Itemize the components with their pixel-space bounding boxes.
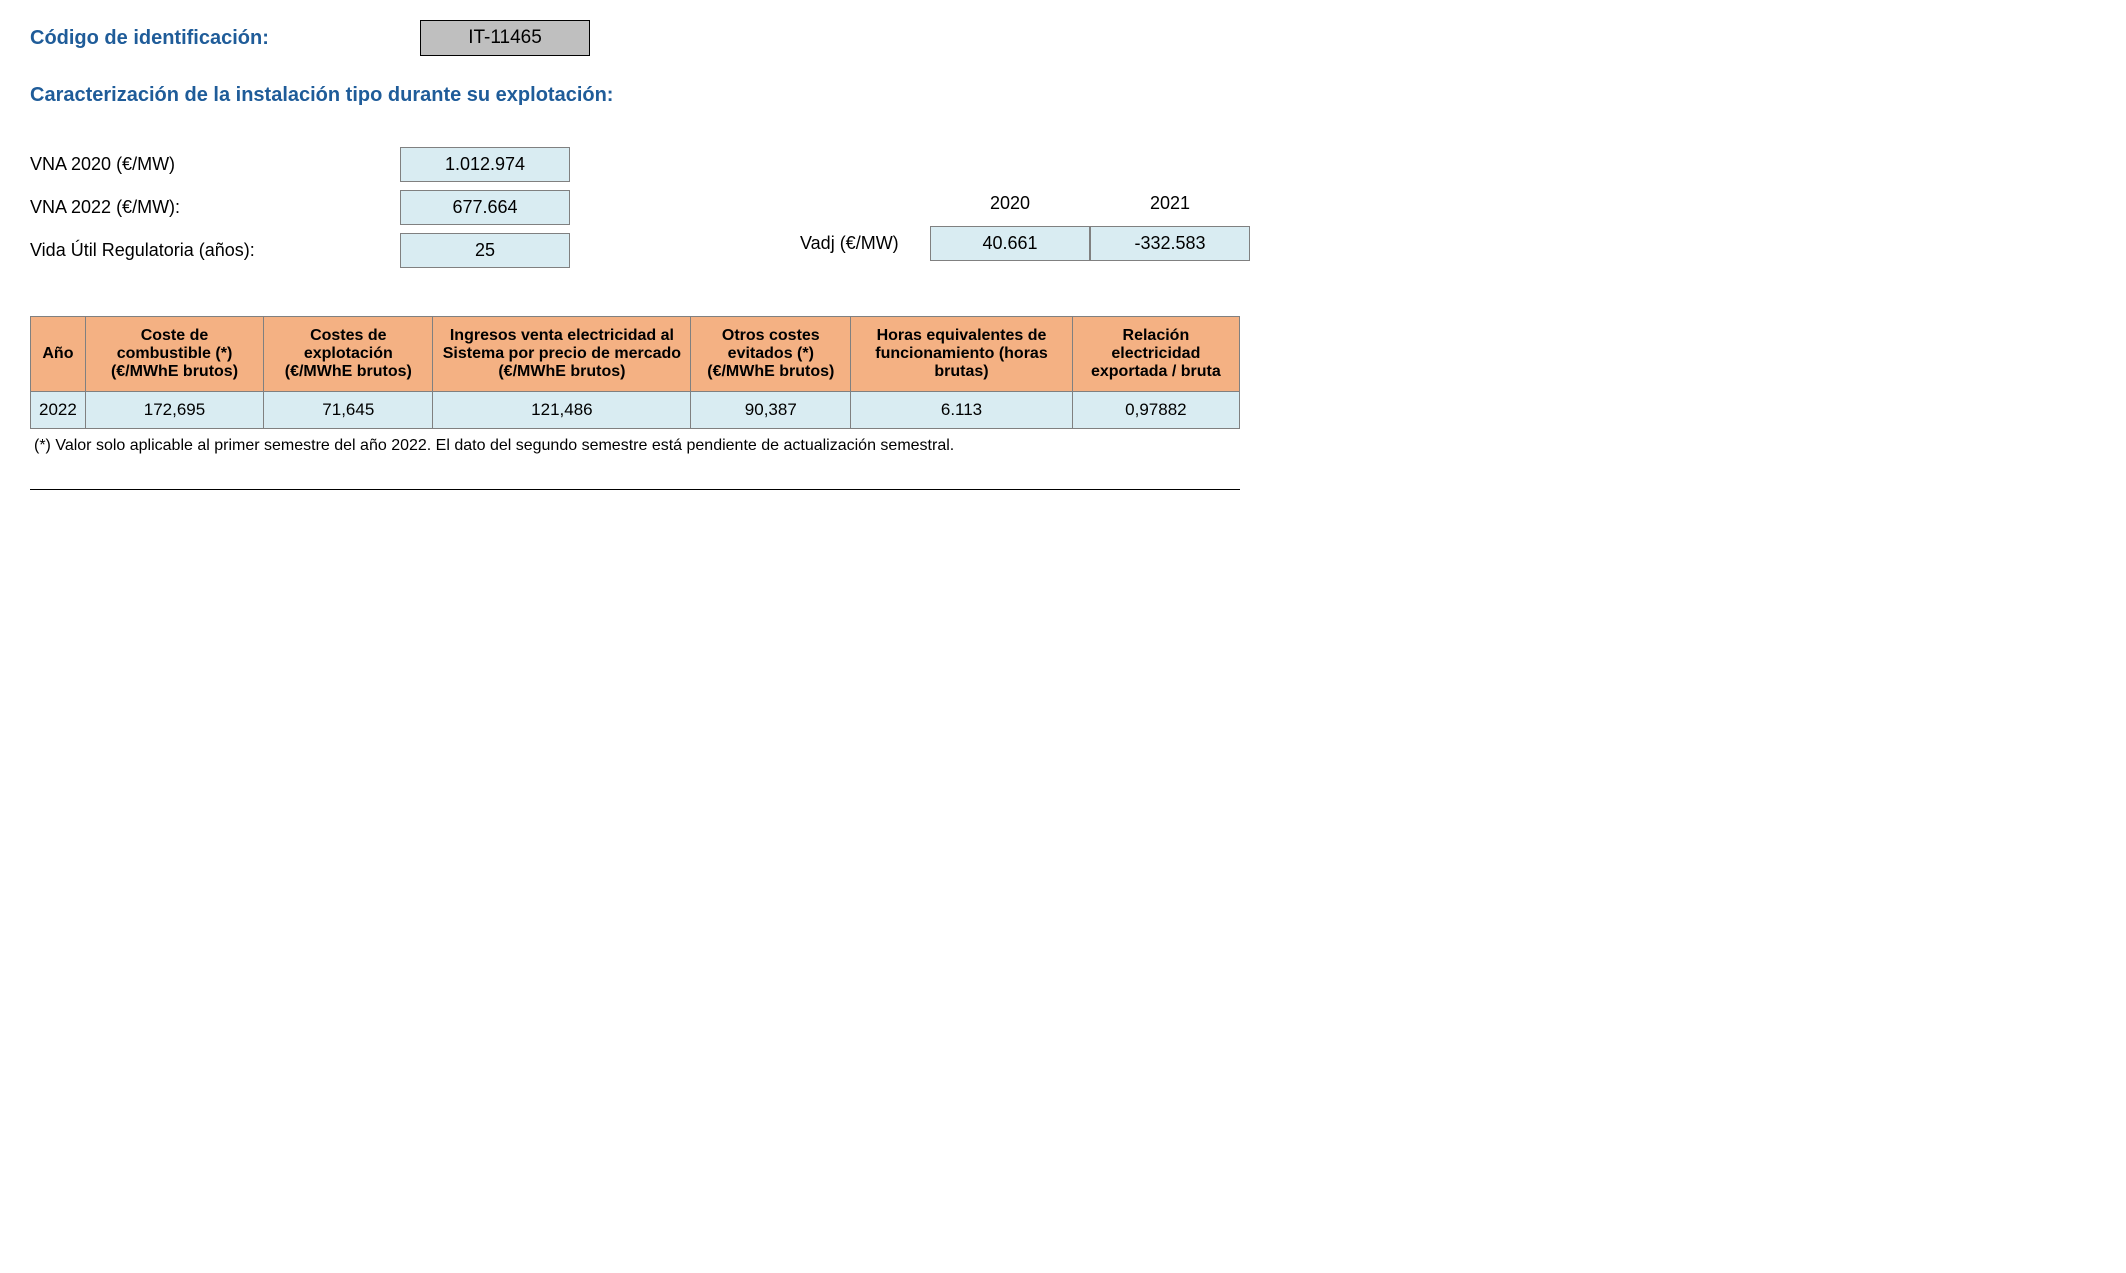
td-year: 2022 <box>31 392 86 429</box>
th-income: Ingresos venta electricidad al Sistema p… <box>433 317 691 392</box>
vna2020-label: VNA 2020 (€/MW) <box>30 150 400 179</box>
code-label: Código de identificación: <box>30 27 400 50</box>
th-other-avoided: Otros costes evitados (*) (€/MWhE brutos… <box>691 317 851 392</box>
th-year: Año <box>31 317 86 392</box>
th-ratio: Relación electricidad exportada / bruta <box>1072 317 1239 392</box>
vadj-year2-header: 2021 <box>1090 189 1250 218</box>
vadj-year2-value: -332.583 <box>1090 226 1250 261</box>
vadj-year1-value: 40.661 <box>930 226 1090 261</box>
td-ratio: 0,97882 <box>1072 392 1239 429</box>
vida-value: 25 <box>400 233 570 268</box>
code-value-box: IT-11465 <box>420 20 590 56</box>
th-op-cost: Costes de explotación (€/MWhE brutos) <box>264 317 433 392</box>
vna2022-value: 677.664 <box>400 190 570 225</box>
table-row: 2022 172,695 71,645 121,486 90,387 6.113… <box>31 392 1240 429</box>
vna2020-value: 1.012.974 <box>400 147 570 182</box>
divider <box>30 489 1240 490</box>
td-op-cost: 71,645 <box>264 392 433 429</box>
th-fuel-cost: Coste de combustible (*) (€/MWhE brutos) <box>85 317 263 392</box>
vna2022-label: VNA 2022 (€/MW): <box>30 193 400 222</box>
vida-label: Vida Útil Regulatoria (años): <box>30 236 400 265</box>
td-other-avoided: 90,387 <box>691 392 851 429</box>
td-income: 121,486 <box>433 392 691 429</box>
header-row: Código de identificación: IT-11465 <box>30 20 2096 56</box>
vadj-year1-header: 2020 <box>930 189 1090 218</box>
vadj-label: Vadj (€/MW) <box>800 233 930 254</box>
th-hours: Horas equivalentes de funcionamiento (ho… <box>851 317 1073 392</box>
params-container: VNA 2020 (€/MW) 1.012.974 VNA 2022 (€/MW… <box>30 147 2096 268</box>
params-right: 2020 2021 Vadj (€/MW) 40.661 -332.583 <box>800 189 1250 261</box>
subtitle: Caracterización de la instalación tipo d… <box>30 84 2096 107</box>
table-header-row: Año Coste de combustible (*) (€/MWhE bru… <box>31 317 1240 392</box>
footnote: (*) Valor solo aplicable al primer semes… <box>30 437 2096 455</box>
td-hours: 6.113 <box>851 392 1073 429</box>
td-fuel-cost: 172,695 <box>85 392 263 429</box>
params-left: VNA 2020 (€/MW) 1.012.974 VNA 2022 (€/MW… <box>30 147 570 268</box>
main-table: Año Coste de combustible (*) (€/MWhE bru… <box>30 316 1240 429</box>
